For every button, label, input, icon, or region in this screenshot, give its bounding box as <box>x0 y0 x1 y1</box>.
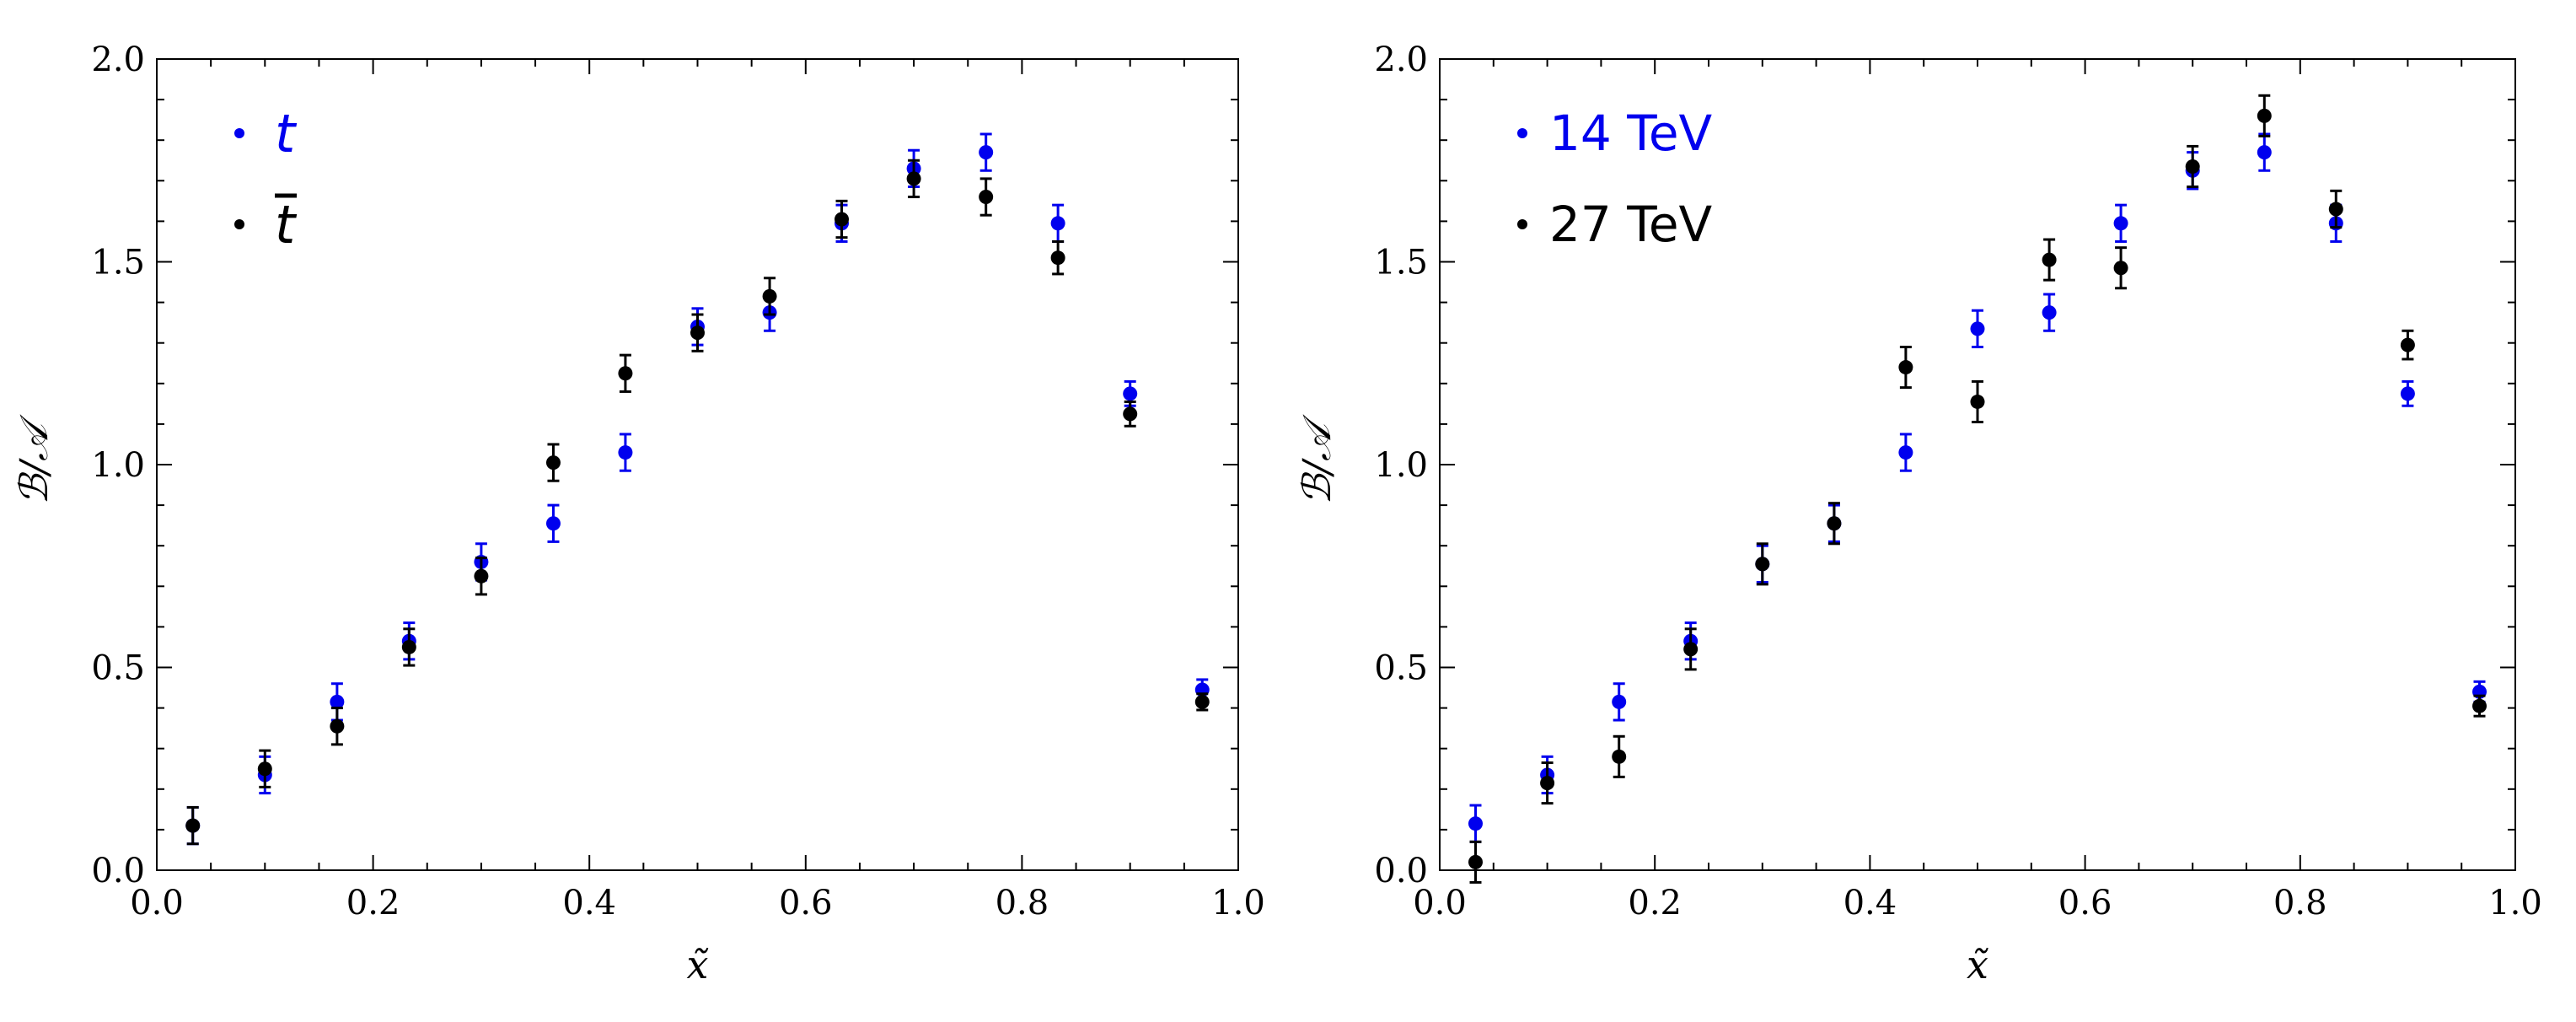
data-point <box>2042 252 2057 267</box>
data-point <box>1123 406 1138 422</box>
data-point <box>762 288 777 304</box>
x-tick-label: 0.8 <box>2273 884 2327 922</box>
data-point <box>2257 108 2272 123</box>
legend: t t̄ <box>234 103 298 256</box>
data-point <box>1468 816 1483 831</box>
data-point <box>1050 216 1065 231</box>
data-point <box>1898 360 1913 375</box>
data-point <box>835 212 850 227</box>
data-point <box>2257 145 2272 160</box>
x-tick-label: 1.0 <box>2488 884 2542 922</box>
y-tick-label: 1.0 <box>91 446 145 485</box>
x-tick-label: 0.0 <box>1413 884 1467 922</box>
data-point <box>2400 337 2415 352</box>
data-point <box>1612 749 1627 764</box>
data-point <box>1683 642 1699 657</box>
y-axis-label: ℬ/𝒜 <box>1294 414 1339 505</box>
data-point <box>2042 305 2057 320</box>
x-tick-label: 0.2 <box>346 884 400 922</box>
data-point <box>1827 516 1842 531</box>
x-tick-label: 0.4 <box>1843 884 1897 922</box>
data-point <box>330 718 345 734</box>
data-point <box>690 325 705 341</box>
data-point <box>185 818 201 833</box>
data-point <box>1970 394 1985 409</box>
x-axis-label: x̃ <box>687 942 709 987</box>
data-point <box>401 639 416 654</box>
legend-label: 14 TeV <box>1549 105 1712 162</box>
data-point <box>545 455 561 471</box>
data-point <box>1898 445 1913 460</box>
y-axis-label: ℬ/𝒜 <box>11 414 56 505</box>
x-tick-label: 0.2 <box>1628 884 1682 922</box>
data-point <box>545 516 561 531</box>
legend-marker <box>234 219 244 229</box>
x-tick-label: 0.8 <box>996 884 1049 922</box>
data-point <box>979 190 994 205</box>
x-tick-label: 0.6 <box>2058 884 2112 922</box>
data-point <box>618 366 633 381</box>
x-axis-label: x̃ <box>1967 942 1988 987</box>
legend: 14 TeV 27 TeV <box>1517 105 1712 253</box>
legend-marker <box>1517 219 1527 229</box>
plot-frame <box>1439 58 2516 871</box>
x-tick-label: 0.6 <box>779 884 833 922</box>
y-tick-label: 0.0 <box>1374 852 1428 890</box>
data-point <box>1612 694 1627 709</box>
data-point <box>1540 776 1555 791</box>
data-point <box>2113 216 2128 231</box>
data-point <box>257 761 272 777</box>
y-tick-label: 2.0 <box>91 40 145 79</box>
data-point <box>618 445 633 460</box>
y-tick-label: 0.0 <box>91 852 145 890</box>
series-2 <box>185 159 1210 846</box>
legend-marker <box>234 128 244 138</box>
data-point <box>1123 386 1138 401</box>
legend-label: t̄ <box>275 194 298 256</box>
data-point <box>1755 557 1770 572</box>
data-point <box>979 145 994 160</box>
data-point <box>2113 261 2128 276</box>
chart-panel-1: 0.0 0.2 0.4 0.6 0.8 1.0 0.0 0.5 1.0 1.5 2.0 x̃ ℬ/𝒜 tt… <box>11 40 1265 987</box>
data-point <box>1050 250 1065 266</box>
legend-label: t <box>275 103 298 164</box>
data-point <box>1970 321 1985 336</box>
data-point <box>1468 854 1483 869</box>
data-point <box>474 568 489 584</box>
data-point <box>1194 694 1210 709</box>
legend-label: 27 TeV <box>1549 196 1712 253</box>
data-point <box>2400 386 2415 401</box>
legend-marker <box>1517 128 1527 138</box>
y-tick-label: 1.5 <box>91 244 145 282</box>
y-tick-label: 1.5 <box>1374 244 1428 282</box>
data-point <box>2328 202 2343 217</box>
series-2 <box>1468 94 2487 884</box>
x-tick-label: 0.0 <box>130 884 184 922</box>
y-tick-label: 0.5 <box>91 649 145 688</box>
y-tick-label: 0.5 <box>1374 649 1428 688</box>
y-tick-label: 1.0 <box>1374 446 1428 485</box>
chart-panel-2: 0.0 0.2 0.4 0.6 0.8 1.0 0.0 0.5 1.0 1.5 2.0 x̃ ℬ/𝒜 14… <box>1294 40 2542 987</box>
data-point <box>2185 159 2200 174</box>
data-point <box>2472 698 2487 713</box>
x-tick-label: 0.4 <box>562 884 616 922</box>
y-tick-label: 2.0 <box>1374 40 1428 79</box>
x-tick-label: 1.0 <box>1211 884 1265 922</box>
data-point <box>906 171 921 186</box>
data-point <box>330 694 345 709</box>
plot-frame <box>156 58 1239 871</box>
